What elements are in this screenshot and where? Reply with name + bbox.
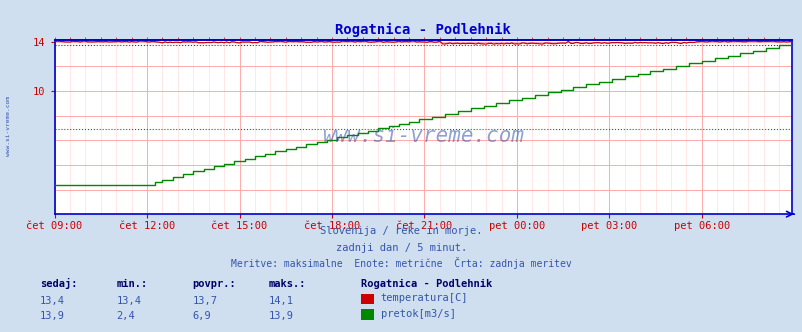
Text: www.si-vreme.com: www.si-vreme.com [6, 96, 11, 156]
Text: 13,4: 13,4 [116, 296, 141, 306]
Text: maks.:: maks.: [269, 279, 306, 289]
Text: 13,4: 13,4 [40, 296, 65, 306]
Text: 13,9: 13,9 [269, 311, 294, 321]
Text: temperatura[C]: temperatura[C] [380, 293, 468, 303]
Text: www.si-vreme.com: www.si-vreme.com [322, 126, 524, 146]
Text: 14,1: 14,1 [269, 296, 294, 306]
Text: Meritve: maksimalne  Enote: metrične  Črta: zadnja meritev: Meritve: maksimalne Enote: metrične Črta… [231, 257, 571, 269]
Text: pretok[m3/s]: pretok[m3/s] [380, 309, 455, 319]
Text: 2,4: 2,4 [116, 311, 135, 321]
Text: Rogatnica - Podlehnik: Rogatnica - Podlehnik [361, 279, 492, 289]
Text: 13,7: 13,7 [192, 296, 217, 306]
Text: 13,9: 13,9 [40, 311, 65, 321]
Text: povpr.:: povpr.: [192, 279, 236, 289]
Text: zadnji dan / 5 minut.: zadnji dan / 5 minut. [335, 243, 467, 253]
Title: Rogatnica - Podlehnik: Rogatnica - Podlehnik [334, 23, 511, 37]
Text: 6,9: 6,9 [192, 311, 211, 321]
Text: Slovenija / reke in morje.: Slovenija / reke in morje. [320, 226, 482, 236]
Text: sedaj:: sedaj: [40, 278, 78, 289]
Text: min.:: min.: [116, 279, 148, 289]
